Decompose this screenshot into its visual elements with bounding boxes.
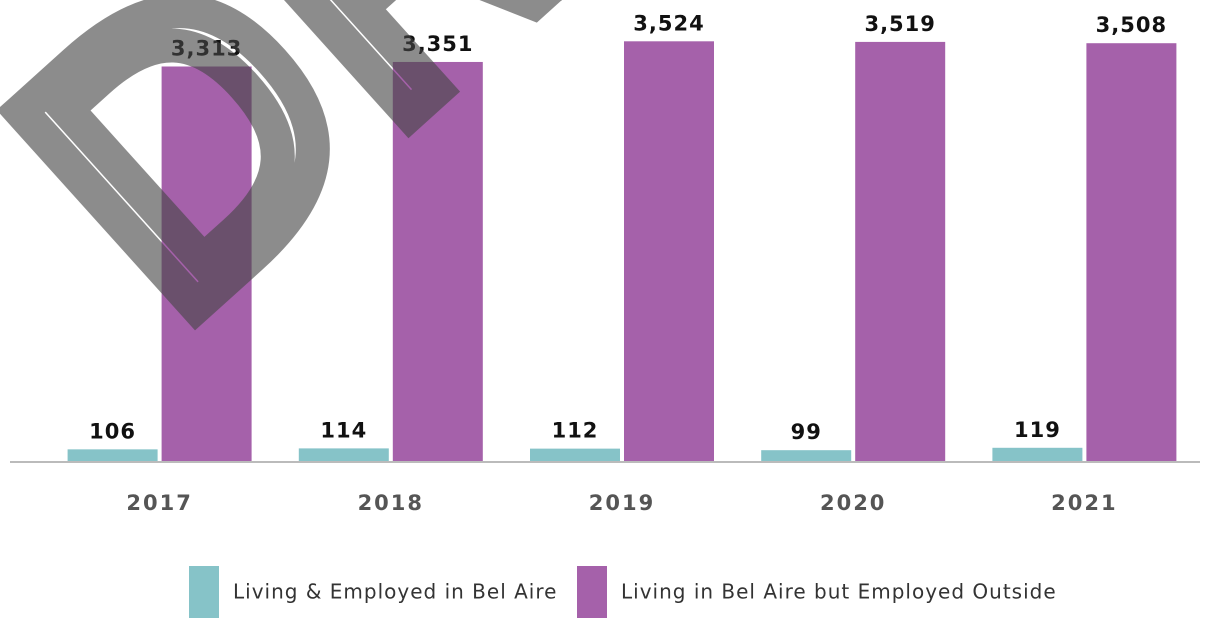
x-tick-label: 2020 <box>820 491 886 515</box>
data-label: 3,508 <box>1096 13 1167 37</box>
data-label: 3,524 <box>633 11 704 35</box>
x-tick-label: 2021 <box>1051 491 1117 515</box>
data-label: 106 <box>89 419 136 443</box>
data-label: 99 <box>791 420 822 444</box>
legend-label: Living & Employed in Bel Aire <box>233 580 557 604</box>
data-label: 112 <box>552 419 599 443</box>
data-label: 3,519 <box>864 12 935 36</box>
bar <box>67 449 158 462</box>
legend-swatch <box>577 566 607 618</box>
legend-swatch <box>189 566 219 618</box>
bar <box>1086 43 1177 462</box>
data-label: 114 <box>320 418 367 442</box>
x-tick-label: 2017 <box>126 491 192 515</box>
bar <box>992 447 1083 462</box>
bar <box>761 450 852 462</box>
bar <box>298 448 389 462</box>
legend-label: Living in Bel Aire but Employed Outside <box>621 580 1057 604</box>
data-label: 3,351 <box>402 32 473 56</box>
bar <box>624 41 714 463</box>
bar <box>530 448 620 462</box>
data-label: 3,313 <box>171 36 242 60</box>
x-tick-label: 2018 <box>358 491 424 515</box>
data-label: 119 <box>1014 418 1061 442</box>
bar <box>161 66 252 463</box>
x-tick-label: 2019 <box>589 491 655 515</box>
bar <box>855 41 946 463</box>
bar <box>392 61 483 463</box>
